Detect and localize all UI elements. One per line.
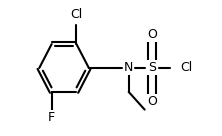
Text: Cl: Cl (70, 8, 83, 21)
Text: S: S (148, 61, 156, 75)
Text: O: O (147, 95, 157, 108)
Text: O: O (147, 28, 157, 41)
Text: Cl: Cl (180, 61, 192, 75)
Text: F: F (48, 111, 55, 124)
Text: N: N (124, 61, 133, 75)
